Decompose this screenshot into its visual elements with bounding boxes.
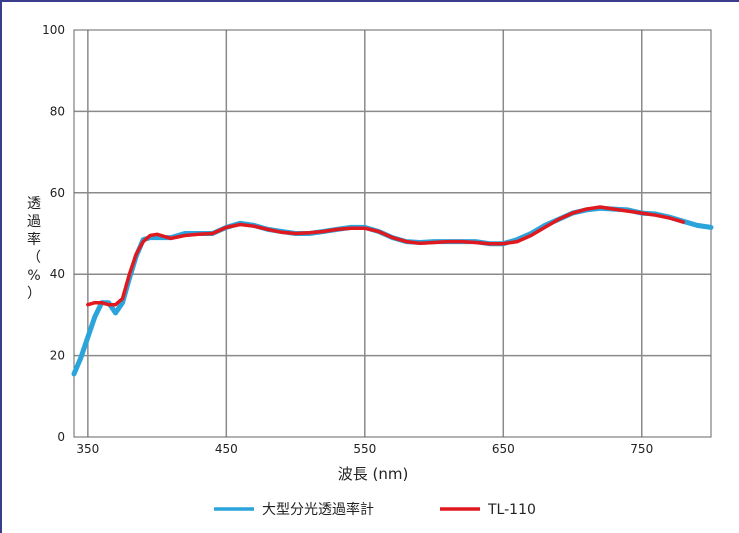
x-tick-label: 450 [215, 442, 238, 456]
x-tick-label: 750 [630, 442, 653, 456]
y-tick-label: 80 [50, 104, 65, 118]
y-axis-label: 透過率 （% ） [27, 196, 41, 302]
legend-label-2: TL-110 [487, 502, 536, 518]
y-tick-label: 100 [42, 23, 65, 37]
y-axis-label-char: % [27, 268, 40, 284]
y-tick-label: 40 [50, 267, 65, 281]
x-axis-label: 波長 (nm) [338, 465, 409, 483]
y-tick-label: 20 [50, 349, 65, 363]
y-axis-label-char: 透 [27, 196, 41, 212]
y-tick-label: 60 [50, 186, 65, 200]
series-group [71, 205, 714, 377]
y-tick-labels: 0 20 40 60 80 100 [42, 23, 65, 444]
series-line-1 [71, 205, 714, 377]
y-axis-label-char: 率 [27, 231, 41, 248]
legend-label-1: 大型分光透過率計 [262, 501, 374, 518]
x-tick-label: 350 [76, 442, 99, 456]
y-axis-label-char: 過 [27, 214, 41, 230]
y-tick-label: 0 [57, 430, 65, 444]
x-tick-labels: 350 450 550 650 750 [76, 442, 653, 456]
series-line-2 [86, 205, 686, 307]
x-tick-label: 650 [492, 442, 515, 456]
y-axis-label-char: （ [27, 250, 41, 266]
grid [74, 30, 711, 437]
legend: 大型分光透過率計 TL-110 [214, 501, 536, 518]
plot-border [73, 29, 712, 438]
x-tick-label: 550 [353, 442, 376, 456]
y-axis-label-char: ） [27, 286, 41, 302]
